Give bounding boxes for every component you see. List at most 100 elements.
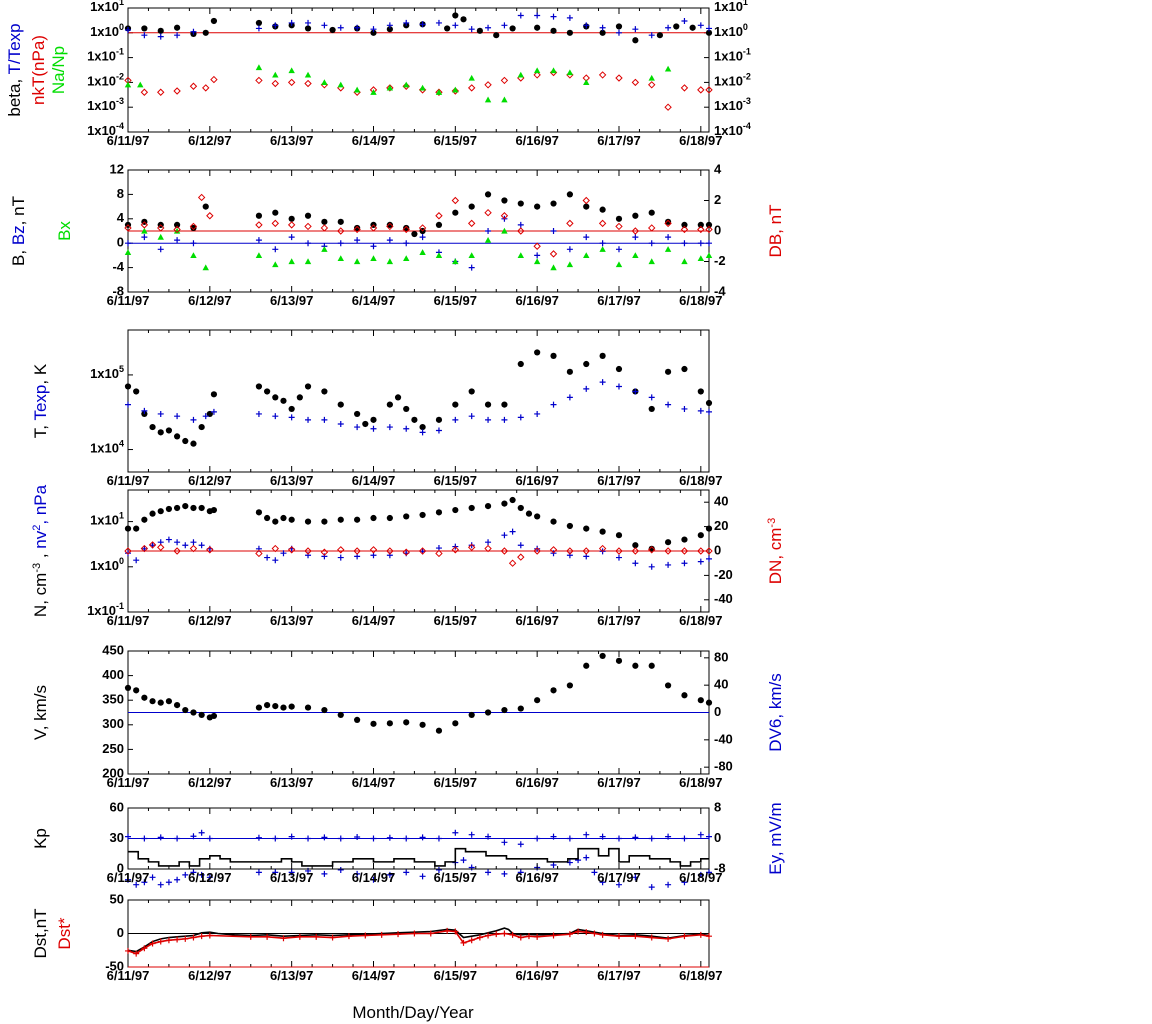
plot-frame	[127, 7, 710, 133]
data-point	[255, 704, 263, 711]
y-tick-label: -2	[714, 253, 726, 268]
data-point	[566, 552, 573, 559]
data-point	[500, 76, 509, 85]
data-point	[198, 711, 205, 719]
data-point	[141, 410, 148, 418]
data-point	[427, 930, 434, 937]
data-point	[566, 29, 573, 36]
data-point	[287, 221, 296, 229]
data-point	[305, 240, 312, 247]
data-point	[288, 67, 295, 74]
data-point	[141, 879, 148, 886]
data-point	[210, 17, 218, 25]
data-point	[264, 702, 271, 709]
data-point	[681, 692, 688, 699]
data-point	[599, 528, 606, 535]
data-point	[394, 394, 402, 401]
y-tick-label: 12	[110, 161, 124, 176]
data-point	[280, 935, 287, 942]
data-point	[468, 264, 475, 271]
data-point	[124, 547, 132, 555]
data-point	[370, 720, 377, 727]
data-point	[305, 416, 312, 423]
data-point	[648, 835, 655, 842]
data-point	[173, 702, 181, 709]
data-point	[697, 255, 705, 262]
data-point	[533, 67, 541, 74]
data-point	[681, 933, 688, 940]
data-point	[705, 225, 713, 234]
data-point	[304, 704, 312, 711]
data-point	[173, 87, 181, 95]
data-point	[435, 88, 443, 96]
data-point	[403, 513, 410, 520]
data-point	[509, 25, 516, 32]
data-point	[525, 510, 533, 517]
x-tick-label: 6/13/97	[270, 870, 313, 885]
data-point	[386, 871, 393, 878]
data-point	[362, 420, 369, 428]
data-point	[697, 871, 704, 878]
data-point	[501, 839, 508, 846]
data-point	[697, 221, 704, 228]
data-point	[321, 416, 328, 423]
data-point	[190, 224, 197, 232]
data-point	[198, 423, 205, 431]
data-point	[706, 555, 712, 562]
data-point	[681, 17, 688, 24]
data-point	[632, 212, 639, 219]
data-point	[615, 23, 623, 30]
data-point	[337, 420, 344, 427]
data-point	[664, 65, 672, 72]
data-point	[632, 26, 639, 33]
data-point	[476, 27, 483, 34]
data-point	[288, 234, 295, 241]
data-point	[321, 388, 328, 395]
y-tick-label: -50	[105, 958, 124, 973]
data-point	[354, 410, 361, 418]
data-point	[697, 388, 704, 395]
data-point	[210, 408, 217, 415]
x-tick-label: 6/12/97	[188, 870, 231, 885]
data-point	[411, 930, 418, 937]
data-point	[140, 544, 149, 553]
data-point	[566, 931, 573, 938]
data-point	[615, 365, 623, 373]
y-tick-label: 1x10-4	[87, 121, 124, 138]
data-point	[386, 84, 394, 91]
data-point	[705, 221, 713, 228]
data-point	[697, 532, 704, 539]
data-point	[501, 96, 508, 103]
data-point	[615, 222, 623, 231]
data-point	[582, 196, 590, 205]
data-point	[304, 212, 312, 219]
panel-5: 6/11/97 6/12/97 6/13/97 6/14/97 6/15/97 6/16/…	[31, 642, 785, 891]
data-point	[272, 703, 279, 710]
data-point	[402, 548, 410, 556]
x-tick-label: 6/14/97	[352, 293, 395, 308]
y-tick-label: 40	[714, 494, 728, 509]
x-tick-label: 6/13/97	[270, 613, 313, 628]
series-black	[127, 927, 710, 953]
data-point	[648, 394, 655, 401]
data-point	[468, 252, 475, 258]
data-point	[615, 532, 623, 539]
data-point	[550, 264, 557, 271]
y-tick-label: 40	[714, 677, 728, 692]
data-point	[337, 255, 344, 262]
data-point	[353, 258, 361, 265]
data-point	[599, 352, 606, 359]
x-tick-label: 6/18/97	[679, 775, 722, 790]
data-point	[141, 835, 148, 842]
x-tick-label: 6/13/97	[270, 473, 313, 488]
data-point	[137, 81, 144, 88]
data-point	[460, 857, 467, 864]
left-axis-label: T, Texp, K	[31, 363, 50, 438]
data-point	[362, 932, 369, 939]
data-point	[485, 416, 492, 423]
data-point	[288, 405, 295, 413]
y-tick-label: 50	[110, 891, 124, 906]
data-point	[501, 930, 508, 937]
data-point	[664, 682, 672, 689]
data-point	[419, 429, 426, 436]
